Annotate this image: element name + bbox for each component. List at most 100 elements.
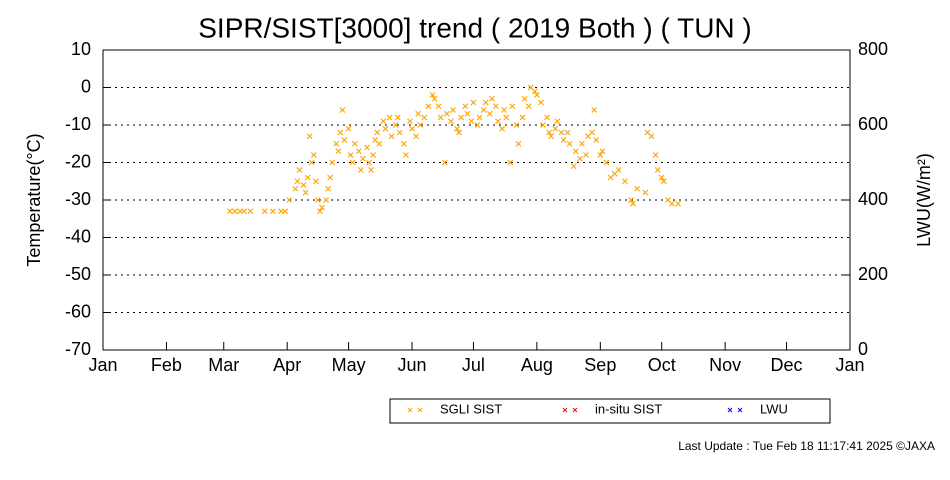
data-point	[241, 208, 248, 215]
data-point	[325, 185, 332, 192]
data-point	[566, 140, 573, 147]
data-point	[468, 118, 475, 125]
legend-label: in-situ SIST	[595, 401, 662, 416]
data-point	[370, 152, 377, 158]
data-point	[558, 129, 565, 136]
data-point	[312, 178, 319, 185]
data-point	[394, 114, 401, 121]
data-point	[323, 197, 330, 203]
data-point	[341, 137, 348, 143]
data-point	[669, 200, 675, 207]
y2-axis-label: LWU(W/m²)	[914, 153, 934, 247]
data-point	[349, 159, 356, 166]
data-point	[339, 107, 346, 113]
data-point	[554, 118, 561, 125]
data-point	[402, 152, 409, 158]
data-point	[493, 103, 499, 110]
data-point	[576, 155, 583, 162]
data-point	[476, 114, 483, 121]
data-point	[470, 99, 477, 106]
data-point	[400, 140, 407, 147]
legend-label: LWU	[760, 401, 788, 416]
data-point	[538, 99, 544, 106]
data-point	[386, 114, 393, 121]
x-tick-label: Sep	[584, 355, 616, 375]
data-point	[329, 159, 336, 166]
data-point	[380, 118, 387, 125]
data-point	[454, 125, 460, 132]
data-point	[533, 92, 540, 98]
data-point	[531, 88, 538, 95]
data-point	[495, 118, 501, 125]
data-point	[317, 208, 323, 215]
y-tick-label: 10	[71, 39, 91, 59]
data-point	[597, 152, 604, 158]
data-point	[351, 140, 358, 147]
data-point	[364, 144, 370, 151]
y-tick-label: 0	[81, 76, 91, 96]
data-point	[302, 189, 309, 196]
data-point	[513, 122, 520, 128]
data-point	[464, 110, 471, 117]
data-point	[552, 125, 559, 132]
data-point	[628, 197, 634, 203]
data-point	[548, 133, 555, 140]
data-point	[431, 95, 438, 102]
x-tick-label: Dec	[771, 355, 803, 375]
data-point	[396, 129, 403, 136]
x-tick-label: Oct	[648, 355, 676, 375]
y-tick-label: -40	[65, 226, 91, 246]
legend-box	[389, 398, 831, 424]
data-point	[437, 114, 444, 121]
data-point	[355, 148, 362, 155]
data-point	[374, 129, 381, 136]
data-point	[482, 99, 489, 106]
data-point	[480, 107, 487, 113]
data-point	[345, 125, 352, 132]
data-point	[300, 182, 307, 188]
data-point	[425, 103, 432, 110]
y-tick-label: -20	[65, 151, 91, 171]
data-point	[392, 122, 399, 128]
footer: Last Update : Tue Feb 18 11:17:41 2025 ©…	[678, 439, 935, 453]
x-tick-label: Jan	[88, 355, 117, 375]
data-point	[368, 167, 375, 173]
legend-marker	[407, 407, 413, 413]
data-point	[232, 208, 238, 215]
data-point	[578, 140, 585, 147]
data-point	[474, 122, 481, 128]
chart-title: SIPR/SIST[3000] trend ( 2019 Both ) ( TU…	[198, 12, 752, 43]
data-point	[286, 197, 293, 203]
legend-marker	[417, 407, 423, 413]
data-point	[376, 140, 383, 147]
legend-marker	[572, 407, 578, 413]
y2-tick-label: 0	[858, 339, 868, 359]
data-point	[560, 137, 567, 143]
data-point	[261, 208, 268, 215]
data-point	[525, 103, 532, 110]
x-tick-label: Apr	[273, 355, 301, 375]
data-point	[634, 185, 641, 192]
data-point	[357, 167, 364, 173]
data-point	[660, 178, 667, 185]
data-point	[515, 140, 522, 147]
data-point	[269, 208, 276, 215]
x-tick-label: Feb	[151, 355, 182, 375]
data-point	[306, 133, 313, 140]
data-point	[583, 152, 589, 158]
y-tick-label: -70	[65, 339, 91, 359]
data-point	[591, 107, 598, 113]
data-point	[599, 148, 606, 155]
data-point	[333, 140, 340, 147]
data-point	[388, 133, 395, 140]
data-point	[544, 114, 551, 121]
x-tick-label: Mar	[208, 355, 239, 375]
data-point	[447, 118, 454, 125]
data-point	[304, 174, 311, 181]
y-tick-label: -10	[65, 114, 91, 134]
data-point	[648, 133, 655, 140]
data-point	[359, 155, 366, 162]
data-point	[503, 114, 510, 121]
data-point	[247, 208, 254, 215]
